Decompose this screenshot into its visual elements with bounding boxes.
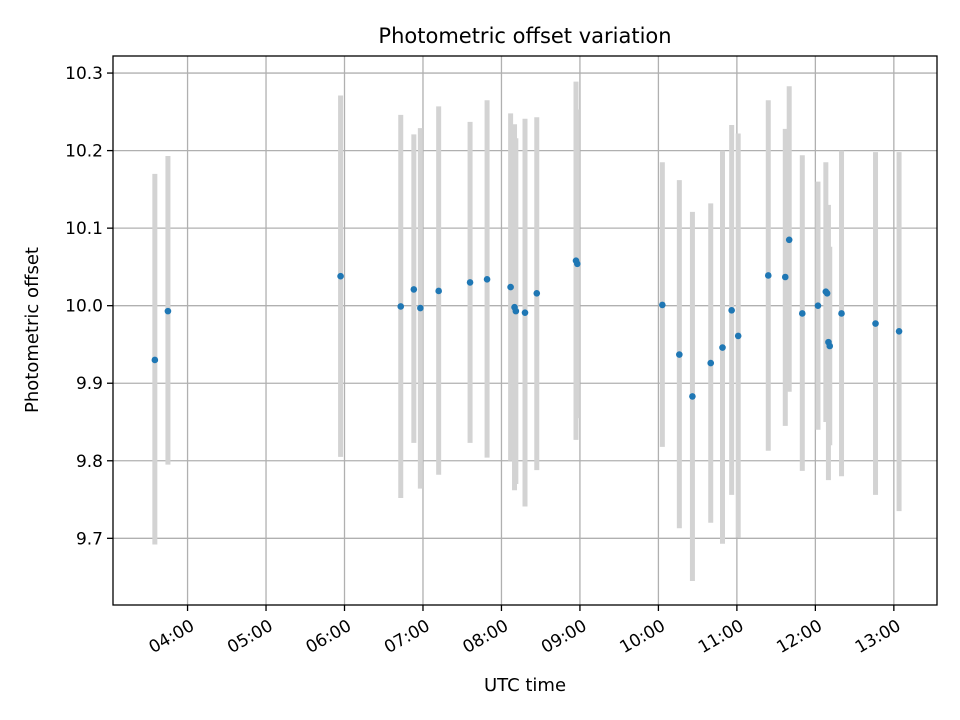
data-point: [764, 272, 772, 279]
data-point: [337, 272, 344, 280]
data-point: [895, 327, 903, 335]
plot-frame: [112, 55, 938, 606]
y-axis-label: Photometric offset: [22, 247, 43, 413]
y-tick-label: 10.0: [65, 297, 103, 317]
data-point: [151, 356, 159, 364]
y-axis: 9.7 9.8 9.9 10.0 10.1 10.2 10.3: [65, 64, 113, 549]
data-point: [483, 276, 491, 283]
y-tick-label: 9.7: [76, 529, 103, 549]
data-point: [397, 303, 405, 310]
data-point: [707, 359, 715, 367]
data-point: [798, 310, 806, 317]
data-point: [417, 304, 424, 312]
data-point: [659, 301, 666, 309]
data-point: [533, 289, 541, 297]
chart-title: Photometric offset variation: [378, 24, 671, 48]
y-tick-label: 10.1: [65, 219, 103, 239]
y-tick-label: 10.3: [65, 64, 103, 84]
data-point: [838, 310, 845, 317]
y-tick-label: 10.2: [65, 142, 103, 162]
x-axis-label: UTC time: [484, 675, 566, 696]
data-point: [719, 344, 726, 351]
data-point: [728, 307, 735, 314]
data-point: [466, 279, 474, 286]
data-point: [512, 307, 520, 315]
y-tick-label: 9.9: [76, 374, 103, 394]
data-point: [785, 236, 793, 244]
data-point: [410, 286, 418, 293]
data-point: [574, 260, 581, 268]
data-point: [781, 273, 789, 281]
data-point: [734, 332, 742, 340]
data-point: [872, 320, 879, 327]
data-point: [689, 393, 696, 400]
y-tick-label: 9.8: [76, 452, 103, 472]
data-point: [676, 351, 683, 358]
data-point: [814, 302, 822, 309]
data-point: [507, 283, 514, 291]
data-points: [151, 236, 903, 400]
data-point: [826, 342, 834, 350]
data-point: [823, 289, 831, 297]
data-point: [521, 309, 529, 316]
data-point: [435, 287, 442, 295]
data-point: [164, 307, 172, 315]
